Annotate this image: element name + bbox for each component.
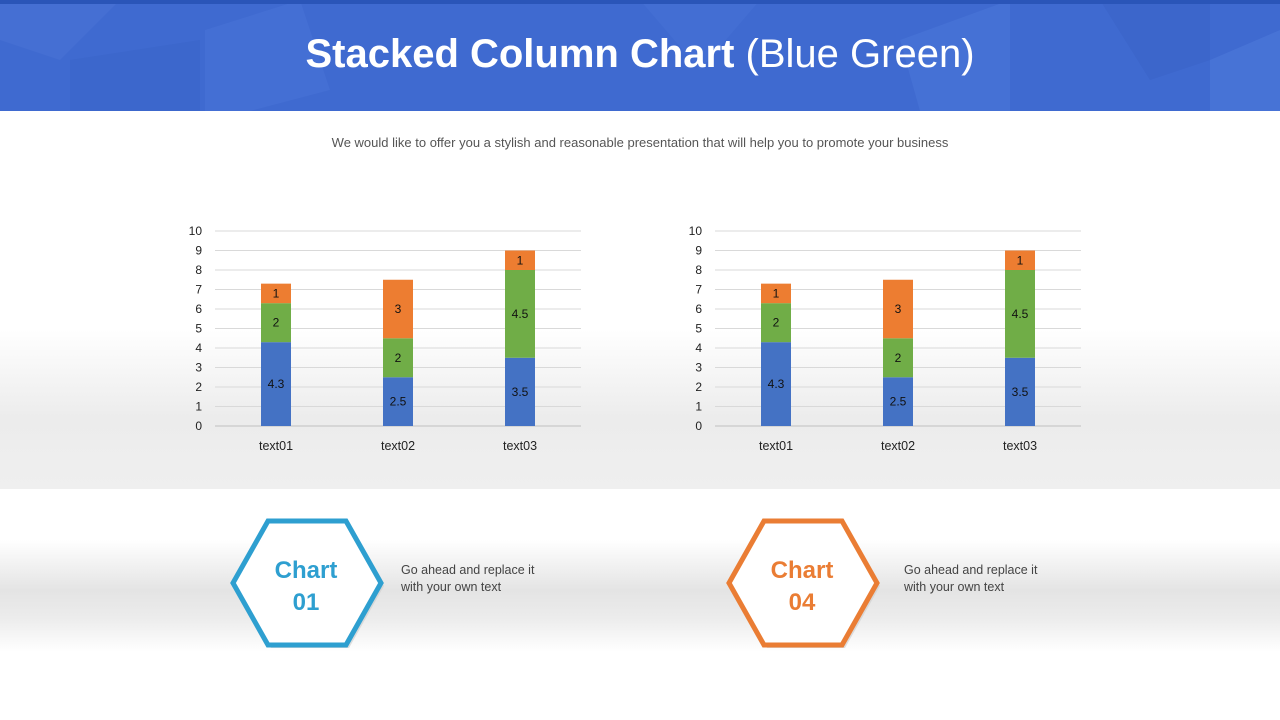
card-2-description: Go ahead and replace it with your own te… bbox=[904, 563, 1038, 594]
data-label: 3.5 bbox=[1012, 385, 1029, 399]
data-label: 3 bbox=[895, 302, 902, 316]
hexagon-badge-2 bbox=[726, 518, 880, 648]
bar-segment bbox=[383, 338, 413, 378]
bar-segment bbox=[1005, 270, 1035, 358]
page-title: Stacked Column Chart (Blue Green) bbox=[0, 28, 1280, 80]
title-bold: Stacked Column Chart bbox=[305, 32, 735, 76]
data-label: 1 bbox=[517, 253, 524, 267]
bar-segment bbox=[261, 342, 291, 426]
y-tick-label: 0 bbox=[695, 419, 702, 433]
y-tick-label: 3 bbox=[695, 361, 702, 375]
x-category-label: text03 bbox=[503, 439, 537, 453]
bar-segment bbox=[761, 283, 791, 304]
data-label: 3.5 bbox=[512, 385, 529, 399]
data-label: 2 bbox=[395, 351, 402, 365]
data-label: 1 bbox=[273, 286, 280, 300]
card-2-line1: Chart bbox=[770, 557, 834, 584]
hexagon-outline bbox=[230, 518, 384, 648]
x-category-label: text01 bbox=[259, 439, 293, 453]
data-label: 4.3 bbox=[268, 377, 285, 391]
card-2-line2: 04 bbox=[788, 589, 816, 616]
y-tick-label: 8 bbox=[695, 263, 702, 277]
y-tick-label: 1 bbox=[695, 400, 702, 414]
data-label: 2.5 bbox=[890, 395, 907, 409]
data-label: 1 bbox=[773, 286, 780, 300]
y-tick-label: 8 bbox=[195, 263, 202, 277]
subtitle: We would like to offer you a stylish and… bbox=[331, 135, 949, 150]
card-band-background bbox=[0, 540, 1280, 652]
bar-segment bbox=[1005, 357, 1035, 426]
bar-segment bbox=[883, 279, 913, 339]
y-tick-label: 3 bbox=[195, 361, 202, 375]
data-label: 2 bbox=[273, 316, 280, 330]
y-tick-label: 5 bbox=[195, 322, 202, 336]
stacked-column-chart-1: 0 1 2 3 4 5 6 7 8 9 10 4.3 2 1 text01 2.5 2 3 text02 3.5 4.5… bbox=[150, 210, 610, 475]
y-tick-label: 4 bbox=[195, 341, 202, 355]
y-tick-label: 5 bbox=[695, 322, 702, 336]
card-1-label: Chart 01 bbox=[231, 555, 381, 619]
bar-segment bbox=[505, 270, 535, 358]
y-tick-label: 9 bbox=[195, 244, 202, 258]
y-tick-label: 6 bbox=[695, 302, 702, 316]
card-1-description: Go ahead and replace it with your own te… bbox=[401, 563, 535, 594]
bar-segment bbox=[883, 338, 913, 378]
y-tick-label: 10 bbox=[689, 224, 703, 238]
data-label: 2 bbox=[895, 351, 902, 365]
x-category-label: text02 bbox=[881, 439, 915, 453]
bar-segment bbox=[261, 283, 291, 304]
title-rest: (Blue Green) bbox=[745, 32, 975, 76]
header-banner: Stacked Column Chart (Blue Green) bbox=[0, 0, 1280, 111]
x-category-label: text01 bbox=[759, 439, 793, 453]
x-category-label: text03 bbox=[1003, 439, 1037, 453]
y-tick-label: 2 bbox=[695, 380, 702, 394]
bar-segment bbox=[1005, 250, 1035, 270]
card-1-line1: Chart bbox=[274, 557, 338, 584]
bar-segment bbox=[761, 303, 791, 343]
y-tick-label: 7 bbox=[695, 283, 702, 297]
data-label: 3 bbox=[395, 302, 402, 316]
data-label: 1 bbox=[1017, 253, 1024, 267]
x-category-label: text02 bbox=[381, 439, 415, 453]
header-pattern bbox=[0, 0, 1280, 111]
y-tick-label: 6 bbox=[195, 302, 202, 316]
y-tick-label: 10 bbox=[189, 224, 203, 238]
chart-svg: 0 1 2 3 4 5 6 7 8 9 10 4.3 2 1 text01 2.5 2 3 text02 3.5 4.5… bbox=[189, 224, 581, 453]
bar-segment bbox=[261, 303, 291, 343]
data-label: 4.3 bbox=[768, 377, 785, 391]
y-tick-label: 9 bbox=[695, 244, 702, 258]
hexagon-badge-1 bbox=[230, 518, 384, 648]
data-label: 2 bbox=[773, 316, 780, 330]
bar-segment bbox=[383, 377, 413, 426]
y-tick-label: 4 bbox=[695, 341, 702, 355]
data-label: 4.5 bbox=[1012, 307, 1029, 321]
card-1-line2: 01 bbox=[292, 589, 320, 616]
bar-segment bbox=[505, 250, 535, 270]
data-label: 2.5 bbox=[390, 395, 407, 409]
bar-segment bbox=[761, 342, 791, 426]
stacked-column-chart-2: 0 1 2 3 4 5 6 7 8 9 10 4.3 2 1 text01 2.5 2 3 text02 3.5 4.5… bbox=[650, 210, 1110, 475]
chart-band-background bbox=[0, 330, 1280, 489]
bar-segment bbox=[505, 357, 535, 426]
y-tick-label: 2 bbox=[195, 380, 202, 394]
y-tick-label: 7 bbox=[195, 283, 202, 297]
y-tick-label: 0 bbox=[195, 419, 202, 433]
bar-segment bbox=[883, 377, 913, 426]
bar-segment bbox=[383, 279, 413, 339]
chart-svg: 0 1 2 3 4 5 6 7 8 9 10 4.3 2 1 text01 2.5 2 3 text02 3.5 4.5… bbox=[689, 224, 1081, 453]
hexagon-outline bbox=[726, 518, 880, 648]
data-label: 4.5 bbox=[512, 307, 529, 321]
y-tick-label: 1 bbox=[195, 400, 202, 414]
card-2-label: Chart 04 bbox=[727, 555, 877, 619]
